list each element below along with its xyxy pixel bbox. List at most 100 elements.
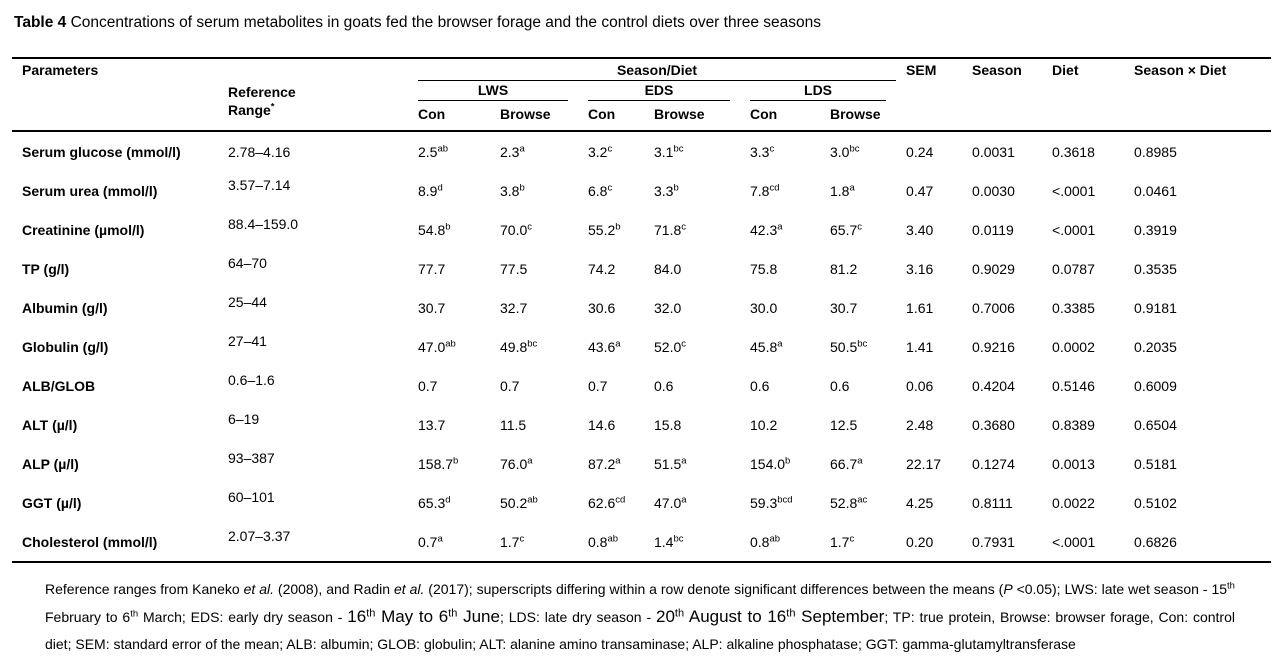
p-diet-cell: 0.0002 — [1052, 338, 1095, 355]
value-cell: 30.6 — [588, 299, 616, 316]
col-header-lds-browse: Browse — [824, 101, 901, 132]
value-cell: 0.6 — [654, 377, 674, 394]
ref-range-cell: 93–387 — [228, 449, 275, 466]
p-interaction-cell: 0.3535 — [1134, 260, 1177, 277]
sem-cell: 3.16 — [906, 260, 934, 277]
sem-cell: 0.06 — [906, 377, 934, 394]
p-season-cell: 0.4204 — [972, 377, 1015, 394]
param-cell: GGT (µ/l) — [22, 494, 82, 511]
footnote-segment: P — [1003, 581, 1013, 597]
season-diet-label: Season/Diet — [418, 59, 897, 81]
value-cell: 1.4bc — [654, 532, 684, 550]
footnote: Reference ranges from Kaneko et al. (200… — [45, 576, 1235, 658]
ref-range-cell: 64–70 — [228, 254, 267, 271]
p-interaction-cell: 0.0461 — [1134, 182, 1177, 199]
value-cell: 30.0 — [750, 299, 778, 316]
value-cell: 0.8ab — [750, 532, 781, 550]
p-season-cell: 0.1274 — [972, 455, 1015, 472]
value-cell: 49.8bc — [500, 337, 538, 355]
col-header-season-diet: Season/Diet — [412, 58, 900, 81]
value-cell: 7.8cd — [750, 181, 780, 199]
param-cell: ALB/GLOB — [22, 377, 96, 394]
value-cell: 76.0a — [500, 454, 533, 472]
param-cell: ALP (µ/l) — [22, 455, 79, 472]
param-cell: Globulin (g/l) — [22, 338, 109, 355]
value-cell: 55.2b — [588, 220, 621, 238]
footnote-segment: May to 6 — [375, 607, 449, 626]
reference-label-line2: Range — [228, 102, 271, 118]
value-cell: 65.3d — [418, 493, 451, 511]
value-cell: 70.0c — [500, 220, 532, 238]
p-season-cell: 0.7006 — [972, 299, 1015, 316]
footnote-segment: th — [448, 607, 458, 620]
col-header-parameters: Parameters — [12, 58, 219, 132]
param-cell: ALT (µ/l) — [22, 416, 78, 433]
table-row: Serum glucose (mmol/l) 2.78–4.16 2.5ab 2.3a… — [12, 131, 1271, 171]
footnote-segment: March; EDS: early dry season - — [138, 609, 348, 625]
value-cell: 54.8b — [418, 220, 451, 238]
ref-range-cell: 88.4–159.0 — [228, 215, 299, 232]
footnote-segment: et al. — [243, 581, 274, 597]
p-diet-cell: 0.3618 — [1052, 143, 1095, 160]
sem-cell: 3.40 — [906, 221, 934, 238]
value-cell: 6.8c — [588, 181, 613, 199]
value-cell: 47.0ab — [418, 337, 456, 355]
value-cell: 0.7 — [418, 377, 438, 394]
value-cell: 75.8 — [750, 260, 778, 277]
value-cell: 3.0bc — [830, 142, 860, 160]
table-caption: Concentrations of serum metabolites in g… — [66, 14, 822, 31]
col-header-lws-con: Con — [412, 101, 494, 132]
eds-label: EDS — [588, 81, 730, 101]
p-interaction-cell: 0.5102 — [1134, 494, 1177, 511]
p-interaction-cell: 0.2035 — [1134, 338, 1177, 355]
param-cell: TP (g/l) — [22, 260, 70, 277]
col-group-lws: LWS — [412, 81, 582, 101]
value-cell: 10.2 — [750, 416, 778, 433]
ref-range-cell: 0.6–1.6 — [228, 371, 275, 388]
value-cell: 0.7 — [500, 377, 520, 394]
value-cell: 0.6 — [830, 377, 850, 394]
value-cell: 3.3b — [654, 181, 679, 199]
value-cell: 47.0a — [654, 493, 687, 511]
value-cell: 62.6cd — [588, 493, 626, 511]
value-cell: 81.2 — [830, 260, 858, 277]
param-cell: Serum urea (mmol/l) — [22, 182, 158, 199]
value-cell: 42.3a — [750, 220, 783, 238]
p-season-cell: 0.7931 — [972, 533, 1015, 550]
col-header-diet: Diet — [1046, 58, 1129, 132]
table-row: Creatinine (µmol/l) 88.4–159.0 54.8b 70.0c 5… — [12, 210, 1271, 249]
table-body: Serum glucose (mmol/l) 2.78–4.16 2.5ab 2.3a… — [12, 131, 1271, 562]
p-season-cell: 0.0030 — [972, 182, 1015, 199]
value-cell: 0.8ab — [588, 532, 619, 550]
value-cell: 3.3c — [750, 142, 775, 160]
footnote-segment: th — [786, 607, 796, 620]
table-row: Globulin (g/l) 27–41 47.0ab 49.8bc 43.6a 52.0… — [12, 327, 1271, 366]
sem-cell: 0.47 — [906, 182, 934, 199]
footnote-segment: <0.05); LWS: late wet season - 15 — [1012, 581, 1228, 597]
p-diet-cell: 0.3385 — [1052, 299, 1095, 316]
footnote-segment: August to 16 — [684, 607, 787, 626]
value-cell: 74.2 — [588, 260, 616, 277]
p-diet-cell: <.0001 — [1052, 221, 1096, 238]
col-header-season-x-diet: Season × Diet — [1128, 58, 1272, 132]
col-group-lds: LDS — [744, 81, 900, 101]
value-cell: 8.9d — [418, 181, 443, 199]
p-interaction-cell: 0.9181 — [1134, 299, 1177, 316]
value-cell: 50.2ab — [500, 493, 538, 511]
reference-label-line1: Reference — [228, 84, 296, 100]
col-header-lds-con: Con — [744, 101, 824, 132]
table-row: ALT (µ/l) 6–19 13.7 11.5 14.6 15.8 10.2 12.5 2.4… — [12, 405, 1271, 444]
footnote-segment: 20 — [655, 607, 675, 626]
footnote-segment: September — [795, 607, 885, 626]
p-interaction-cell: 0.3919 — [1134, 221, 1177, 238]
table-row: ALB/GLOB 0.6–1.6 0.7 0.7 0.7 0.6 0.6 0.6 0.06 0.4… — [12, 366, 1271, 405]
param-cell: Albumin (g/l) — [22, 299, 108, 316]
table-number: Table 4 — [14, 14, 67, 31]
sem-cell: 4.25 — [906, 494, 934, 511]
value-cell: 77.7 — [418, 260, 446, 277]
value-cell: 65.7c — [830, 220, 862, 238]
value-cell: 87.2a — [588, 454, 621, 472]
reference-asterisk: * — [270, 101, 275, 113]
table-row: Albumin (g/l) 25–44 30.7 32.7 30.6 32.0 30.0 30… — [12, 288, 1271, 327]
p-diet-cell: <.0001 — [1052, 182, 1096, 199]
